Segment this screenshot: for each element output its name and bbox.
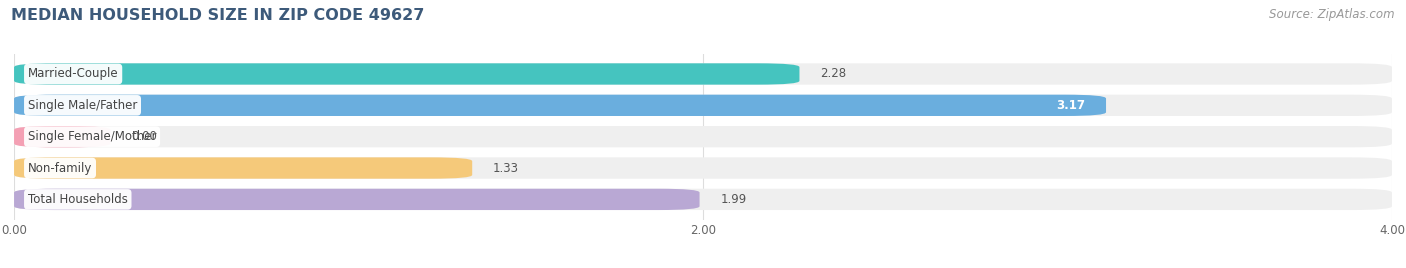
Text: Non-family: Non-family bbox=[28, 162, 93, 174]
Text: Source: ZipAtlas.com: Source: ZipAtlas.com bbox=[1270, 8, 1395, 21]
FancyBboxPatch shape bbox=[14, 157, 472, 179]
Text: Total Households: Total Households bbox=[28, 193, 128, 206]
FancyBboxPatch shape bbox=[14, 126, 111, 147]
Text: 0.00: 0.00 bbox=[131, 130, 157, 143]
FancyBboxPatch shape bbox=[14, 95, 1392, 116]
FancyBboxPatch shape bbox=[14, 63, 1392, 85]
Text: Married-Couple: Married-Couple bbox=[28, 68, 118, 80]
Text: 1.33: 1.33 bbox=[494, 162, 519, 174]
Text: 2.28: 2.28 bbox=[820, 68, 846, 80]
FancyBboxPatch shape bbox=[14, 189, 700, 210]
Text: 3.17: 3.17 bbox=[1056, 99, 1085, 112]
FancyBboxPatch shape bbox=[14, 157, 1392, 179]
Text: 1.99: 1.99 bbox=[720, 193, 747, 206]
FancyBboxPatch shape bbox=[14, 126, 1392, 147]
Text: MEDIAN HOUSEHOLD SIZE IN ZIP CODE 49627: MEDIAN HOUSEHOLD SIZE IN ZIP CODE 49627 bbox=[11, 8, 425, 23]
FancyBboxPatch shape bbox=[14, 63, 800, 85]
FancyBboxPatch shape bbox=[14, 189, 1392, 210]
Text: Single Male/Father: Single Male/Father bbox=[28, 99, 138, 112]
FancyBboxPatch shape bbox=[14, 95, 1107, 116]
Text: Single Female/Mother: Single Female/Mother bbox=[28, 130, 156, 143]
